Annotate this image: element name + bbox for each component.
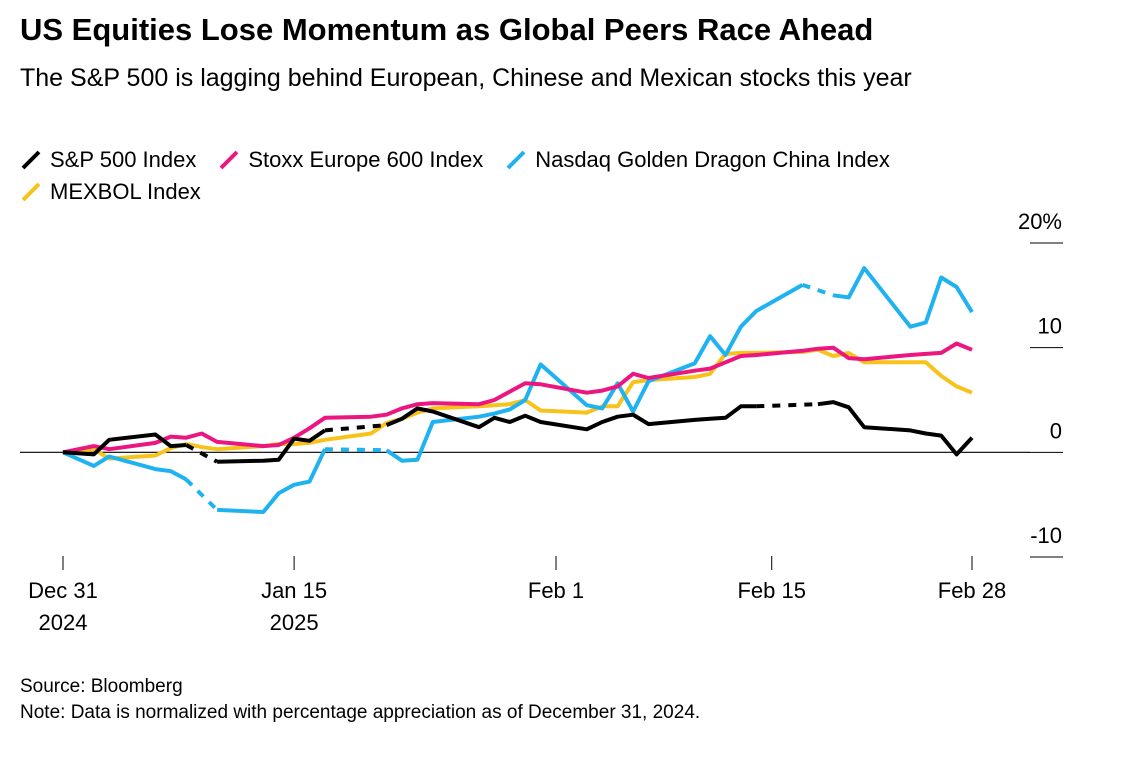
legend: S&P 500 Index Stoxx Europe 600 Index Nasda…: [20, 144, 1060, 208]
gap-connector: [184, 478, 219, 512]
y-tick-label: 20%: [1018, 209, 1062, 234]
legend-swatch: [219, 150, 239, 170]
x-tick-label: Dec 31: [28, 578, 98, 603]
series-line: [62, 341, 973, 455]
legend-swatch: [21, 182, 41, 202]
y-tick-label: 10: [1038, 314, 1062, 339]
chart: 20% 10 0 -10 Dec 31 2024 Jan 15 2025 Feb 1 Feb 15…: [20, 209, 1063, 635]
footer: Source: Bloomberg Note: Data is normaliz…: [20, 674, 700, 726]
series-line: [62, 400, 974, 464]
legend-line: [21, 150, 41, 170]
x-tick-label: 2024: [39, 610, 88, 635]
legend-label: S&P 500 Index: [50, 147, 197, 172]
legend-line: [21, 182, 41, 202]
x-tick-label: 2025: [270, 610, 319, 635]
x-tick-label: Feb 1: [528, 578, 584, 603]
gap-connector: [801, 282, 834, 298]
chart-title: US Equities Lose Momentum as Global Peer…: [20, 12, 874, 47]
legend-line: [219, 150, 239, 170]
legend-item: S&P 500 Index: [20, 144, 196, 176]
legend-label: Stoxx Europe 600 Index: [248, 147, 484, 172]
x-tick-label: Feb 28: [938, 578, 1007, 603]
legend-line: [506, 150, 526, 170]
gap-connector: [324, 423, 387, 433]
legend-swatch: [21, 150, 41, 170]
series-line: [62, 266, 974, 514]
legend-item: Stoxx Europe 600 Index: [218, 144, 483, 176]
chart-subtitle: The S&P 500 is lagging behind European, …: [20, 64, 912, 92]
y-tick-label: -10: [1030, 523, 1062, 548]
legend-label: MEXBOL Index: [50, 179, 201, 204]
legend-item: MEXBOL Index: [20, 176, 201, 208]
gap-connector: [185, 443, 219, 464]
source: Source: Bloomberg: [20, 676, 183, 697]
y-tick-label: 0: [1050, 418, 1062, 443]
legend-swatch: [506, 150, 526, 170]
legend-item: Nasdaq Golden Dragon China Index: [505, 144, 890, 176]
legend-label: Nasdaq Golden Dragon China Index: [535, 147, 890, 172]
x-tick-label: Feb 15: [737, 578, 806, 603]
gap-connector: [756, 402, 819, 409]
x-tick-label: Jan 15: [261, 578, 327, 603]
note: Note: Data is normalized with percentage…: [20, 702, 701, 723]
gap-connector: [324, 447, 387, 453]
